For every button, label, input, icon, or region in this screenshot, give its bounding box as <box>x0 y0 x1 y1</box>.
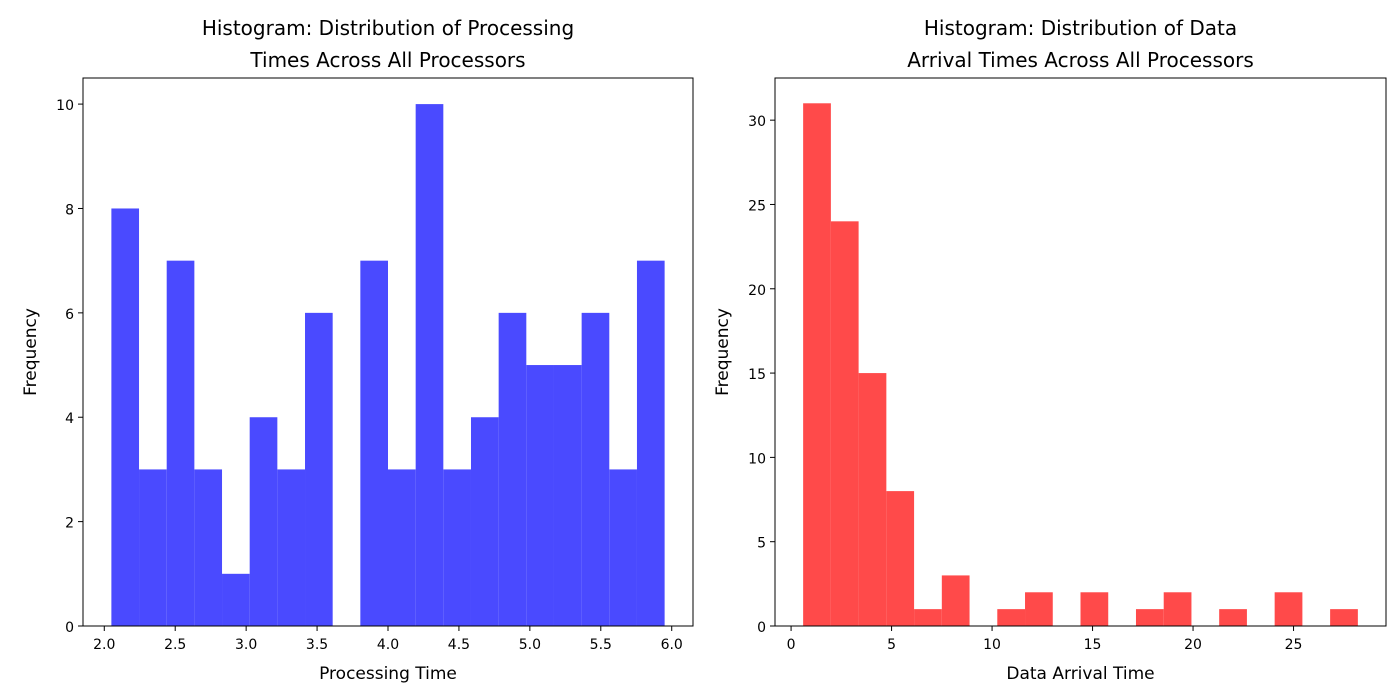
left-bar <box>581 312 610 626</box>
left-ytick-label: 8 <box>65 202 74 218</box>
right-bar <box>886 491 915 626</box>
left-xtick-label: 5.0 <box>519 637 541 653</box>
right-bar <box>830 221 859 627</box>
left-bar <box>277 469 306 626</box>
left-bar <box>111 208 140 626</box>
right-xtick-label: 0 <box>787 637 796 653</box>
left-xtick-label: 4.0 <box>377 637 399 653</box>
right-bars <box>803 103 1358 627</box>
left-chart-title-line: Times Across All Processors <box>249 48 525 72</box>
right-ytick-label: 0 <box>757 620 766 636</box>
left-bar <box>415 104 444 627</box>
right-xtick-label: 5 <box>887 637 896 653</box>
right-y-axis-label: Frequency <box>713 308 733 396</box>
left-bar <box>388 469 416 626</box>
right-x-axis-label: Data Arrival Time <box>1006 664 1154 684</box>
right-bar <box>858 373 887 626</box>
right-bar <box>1330 609 1358 626</box>
right-ytick-label: 30 <box>748 114 766 130</box>
left-bar <box>249 417 278 626</box>
left-ytick-label: 4 <box>65 411 74 427</box>
left-x-axis-label: Processing Time <box>319 664 457 684</box>
left-ytick-label: 0 <box>65 620 74 636</box>
right-ytick-label: 10 <box>748 451 766 467</box>
right-xtick-label: 10 <box>983 637 1001 653</box>
left-bar <box>609 469 637 626</box>
left-bar <box>526 365 554 626</box>
left-xtick-label: 4.5 <box>448 637 470 653</box>
left-xtick-label: 5.5 <box>590 637 612 653</box>
right-ytick-label: 15 <box>748 367 766 383</box>
left-bar <box>470 417 499 626</box>
left-ytick-label: 2 <box>65 516 74 532</box>
left-bar <box>498 312 527 626</box>
right-ytick-label: 20 <box>748 283 766 299</box>
left-xtick-label: 3.5 <box>306 637 328 653</box>
left-histogram-panel: 2.0 2.5 3.0 3.5 4.0 4.5 5.0 5.5 6.0 0 2 4 6 8 10 Proces… <box>21 16 694 684</box>
left-bar <box>553 365 582 626</box>
right-xtick-label: 20 <box>1184 637 1202 653</box>
right-bar <box>1163 592 1192 626</box>
left-xtick-label: 3.0 <box>235 637 257 653</box>
left-bar <box>636 260 665 626</box>
right-bar <box>1080 592 1109 626</box>
right-bar <box>1135 609 1164 626</box>
right-bar <box>1274 592 1303 626</box>
left-bar <box>360 260 388 626</box>
right-chart-title-line: Histogram: Distribution of Data <box>924 16 1237 40</box>
left-bars <box>111 104 665 627</box>
right-histogram-panel: 0 5 10 15 20 25 0 5 10 15 20 25 30 Data Arrival Time F… <box>713 16 1387 684</box>
left-chart-title-line: Histogram: Distribution of Processing <box>202 16 574 40</box>
right-bar <box>1219 609 1247 626</box>
left-ytick-label: 6 <box>65 307 74 323</box>
left-bar <box>194 469 223 626</box>
left-bar <box>139 469 167 626</box>
right-xtick-label: 15 <box>1084 637 1102 653</box>
left-bar <box>222 573 250 626</box>
left-bar <box>166 260 195 626</box>
right-bar <box>803 103 831 627</box>
right-bar <box>914 609 942 626</box>
left-ytick-label: 10 <box>56 98 74 114</box>
right-chart-title-line: Arrival Times Across All Processors <box>907 48 1254 72</box>
right-bar <box>997 609 1026 626</box>
left-bar <box>443 469 471 626</box>
left-xtick-label: 2.5 <box>164 637 186 653</box>
right-bar <box>941 575 970 626</box>
right-bar <box>1025 592 1053 626</box>
left-xtick-label: 6.0 <box>661 637 683 653</box>
right-ytick-label: 25 <box>748 198 766 214</box>
right-ytick-label: 5 <box>757 536 766 552</box>
left-bar <box>305 312 333 626</box>
left-y-axis-label: Frequency <box>21 308 41 396</box>
right-xtick-label: 25 <box>1285 637 1303 653</box>
left-xtick-label: 2.0 <box>93 637 115 653</box>
right-axes-frame <box>774 77 1387 627</box>
